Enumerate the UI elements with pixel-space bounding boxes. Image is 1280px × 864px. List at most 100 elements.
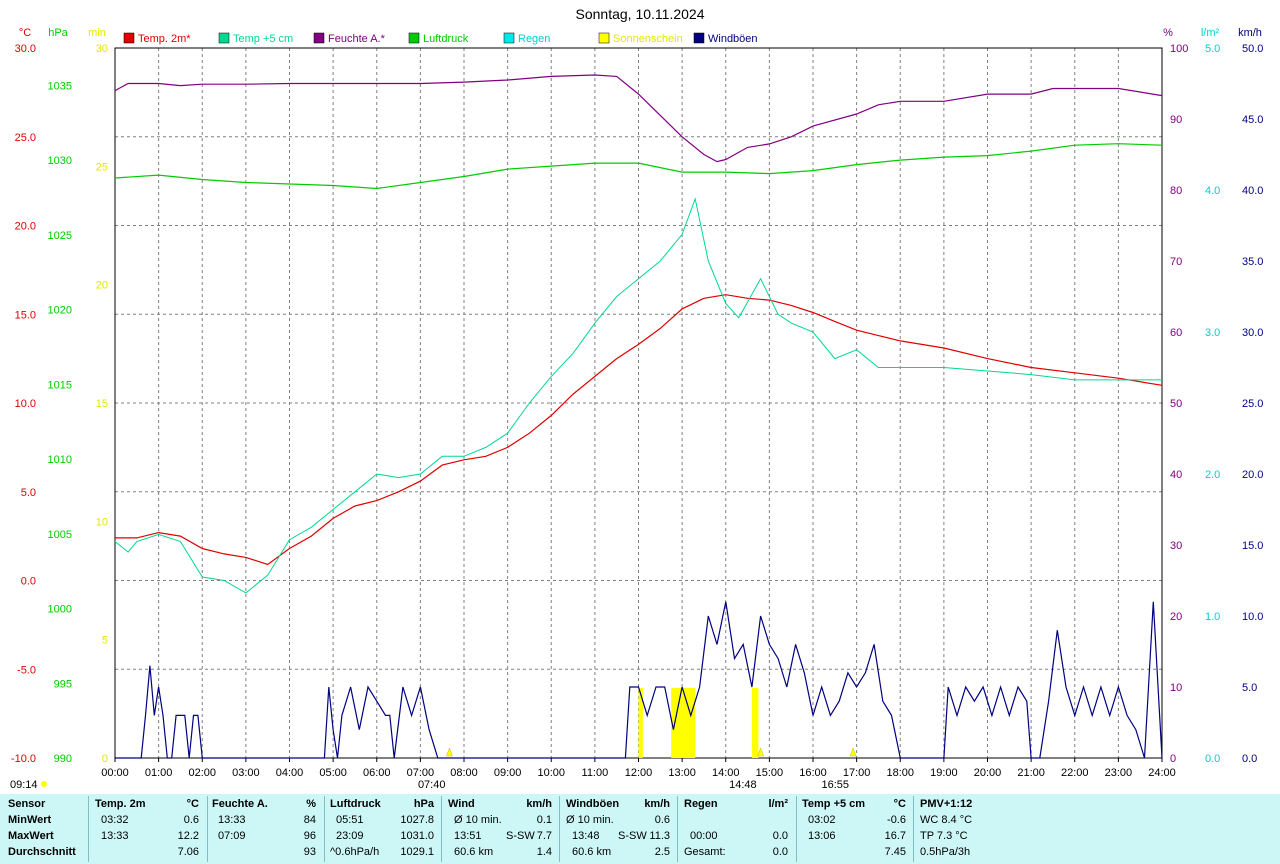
stats-distance: 60.6 km: [454, 846, 494, 858]
sunshine-bar: [638, 688, 643, 758]
x-tick-label: 13:00: [668, 767, 696, 779]
y-tick-temp: -10.0: [11, 753, 36, 765]
y-tick-sunshine: 0: [102, 753, 108, 765]
stats-col-pmv: PMV+1:12 WC 8.4 °C TP 7.3 °C 0.5hPa/3h: [920, 798, 1040, 864]
y-tick-rain: 0.0: [1205, 753, 1220, 765]
y-tick-pressure: 1000: [48, 604, 72, 616]
stats-value: 11.3: [649, 830, 670, 842]
stats-header: Luftdruck: [330, 798, 381, 810]
y-tick-temp: -5.0: [17, 664, 36, 676]
y-tick-humidity: 30: [1170, 540, 1182, 552]
stats-distance: 60.6 km: [572, 846, 612, 858]
stats-col-pressure: Luftdruck hPa 05:51 1027.8 23:09 1031.0 ^0.…: [330, 798, 438, 864]
x-tick-label: 17:00: [843, 767, 871, 779]
y-tick-humidity: 80: [1170, 185, 1182, 197]
stats-header: PMV+1:12: [920, 798, 973, 810]
y-tick-humidity: 70: [1170, 256, 1182, 268]
y-tick-temp: 10.0: [15, 398, 36, 410]
y-tick-humidity: 20: [1170, 611, 1182, 623]
stats-value: 0.1: [536, 814, 552, 826]
stats-header: Temp +5 cm: [802, 798, 866, 810]
y-tick-rain: 2.0: [1205, 469, 1220, 481]
legend-swatch: [503, 32, 515, 44]
stats-unit: %: [306, 798, 316, 810]
x-tick-label: 09:00: [494, 767, 522, 779]
stats-label: Gesamt:: [684, 846, 726, 858]
y-tick-pressure: 1035: [48, 80, 72, 92]
x-tick-label: 14:00: [712, 767, 740, 779]
legend-label: Temp. 2m*: [138, 33, 191, 45]
x-tick-label: 12:00: [625, 767, 653, 779]
stats-time: 13:06: [808, 830, 836, 842]
sun-event-time: 14:48: [729, 779, 757, 791]
x-tick-label: 20:00: [974, 767, 1002, 779]
y-tick-sunshine: 25: [96, 161, 108, 173]
stats-time: 00:00: [690, 830, 718, 842]
y-tick-wind: 0.0: [1242, 753, 1257, 765]
y-tick-sunshine: 10: [96, 516, 108, 528]
stats-value: WC 8.4 °C: [920, 814, 973, 826]
sunrise-dot: [41, 781, 47, 787]
legend-label: Sonnenschein: [613, 33, 683, 45]
x-tick-label: 18:00: [886, 767, 914, 779]
stats-value: 12.2: [177, 830, 199, 842]
y-tick-sunshine: 30: [96, 43, 108, 55]
sun-event-marker: [849, 747, 857, 757]
x-tick-label: 24:00: [1148, 767, 1176, 779]
x-tick-label: 15:00: [756, 767, 784, 779]
stats-value: 1029.1: [400, 846, 434, 858]
stats-header: Windböen: [566, 798, 620, 810]
y-tick-wind: 40.0: [1242, 185, 1263, 197]
sun-event-time: 07:40: [418, 779, 446, 791]
stats-separator: [559, 796, 560, 862]
y-tick-wind: 20.0: [1242, 469, 1263, 481]
stats-separator: [677, 796, 678, 862]
x-tick-label: 10:00: [537, 767, 565, 779]
stats-value: 0.0: [772, 830, 788, 842]
x-tick-label: 01:00: [145, 767, 173, 779]
x-tick-label: 21:00: [1017, 767, 1045, 779]
stats-unit: hPa: [413, 798, 434, 810]
x-tick-label: 07:00: [407, 767, 435, 779]
x-tick-label: 08:00: [450, 767, 478, 779]
stats-time: 13:51: [454, 830, 482, 842]
stats-separator: [441, 796, 442, 862]
stats-time: 03:32: [101, 814, 129, 826]
legend-swatch: [408, 32, 420, 44]
stats-header: Regen: [684, 798, 718, 810]
y-tick-pressure: 1005: [48, 529, 72, 541]
stats-value: 0.5hPa/3h: [920, 846, 971, 858]
legend-swatch: [123, 32, 135, 44]
stats-unit: °C: [893, 798, 906, 810]
y-tick-pressure: 1010: [48, 454, 72, 466]
stats-unit: km/h: [526, 798, 552, 810]
stats-time: 13:33: [101, 830, 129, 842]
stats-col-rain: Regen l/m² 00:00 0.0 Gesamt: 0.0: [684, 798, 792, 864]
y-tick-pressure: 995: [54, 678, 72, 690]
statistics-panel: Sensor MinWert MaxWert Durchschnitt Temp…: [0, 794, 1280, 864]
y-tick-temp: 30.0: [15, 43, 36, 55]
stats-value: 1031.0: [400, 830, 434, 842]
axis-unit-hpa: hPa: [48, 27, 68, 39]
y-tick-wind: 50.0: [1242, 43, 1263, 55]
stats-value: 0.6: [183, 814, 199, 826]
stats-row-label: MinWert: [8, 814, 52, 826]
y-tick-wind: 30.0: [1242, 327, 1263, 339]
y-tick-pressure: 1025: [48, 230, 72, 242]
stats-value: 1027.8: [400, 814, 434, 826]
x-tick-label: 00:00: [101, 767, 129, 779]
chart-title: Sonntag, 10.11.2024: [576, 6, 705, 22]
stats-col-temp2m: Temp. 2m °C 03:32 0.6 13:33 12.2 7.06: [95, 798, 203, 864]
stats-time: 23:09: [336, 830, 364, 842]
stats-col-sensor: Sensor MinWert MaxWert Durchschnitt: [8, 798, 86, 864]
legend-label: Windböen: [708, 33, 758, 45]
y-tick-pressure: 990: [54, 753, 72, 765]
y-tick-humidity: 90: [1170, 114, 1182, 126]
axis-unit-rain: l/m²: [1201, 27, 1220, 39]
stats-value: 16.7: [884, 830, 906, 842]
legend-label: Temp +5 cm: [233, 33, 293, 45]
stats-unit: km/h: [644, 798, 670, 810]
stats-value: 84: [303, 814, 316, 826]
series-line: [114, 143, 1163, 190]
y-tick-humidity: 60: [1170, 327, 1182, 339]
